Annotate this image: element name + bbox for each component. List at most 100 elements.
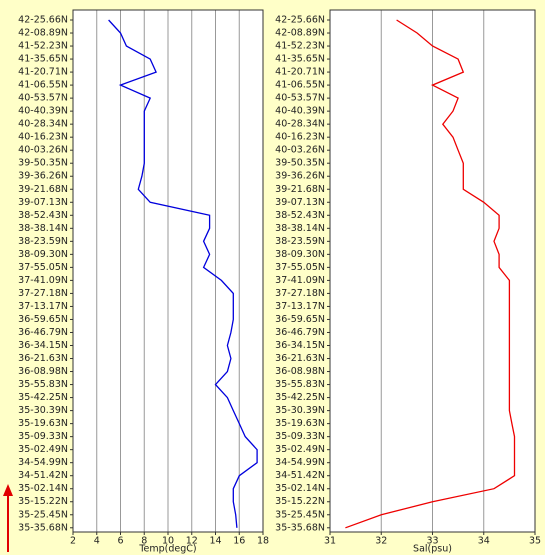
y-tick-label: 36-34.15N [275,340,325,351]
data-line [345,19,516,529]
y-tick-label: 35-42.25N [275,392,325,403]
y-tick-label: 34-51.42N [18,470,68,481]
y-tick-label: 41-52.23N [18,41,68,52]
x-tick-label: 33 [426,536,438,547]
y-tick-label: 40-53.57N [275,93,325,104]
y-tick-label: 41-35.65N [18,54,68,65]
y-tick-label: 35-35.68N [275,522,325,533]
y-tick-label: 35-19.63N [18,418,68,429]
y-tick-label: 37-27.18N [275,288,325,299]
y-tick-label: 40-03.26N [275,145,325,156]
y-tick-label: 35-30.39N [18,405,68,416]
y-tick-label: 40-03.26N [18,145,68,156]
y-tick-label: 41-20.71N [18,67,68,78]
x-tick-label: 10 [162,536,174,547]
y-tick-label: 34-54.99N [275,457,325,468]
y-tick-label: 34-54.99N [18,457,68,468]
data-line [108,19,258,528]
y-tick-label: 36-34.15N [18,340,68,351]
x-tick-label: 16 [233,536,245,547]
y-tick-label: 38-52.43N [275,210,325,221]
y-tick-label: 35-02.14N [18,483,68,494]
y-tick-label: 37-27.18N [18,288,68,299]
y-tick-label: 39-36.26N [275,171,325,182]
y-tick-label: 41-20.71N [275,67,325,78]
y-tick-label: 39-21.68N [18,184,68,195]
x-tick-label: 2 [70,536,76,547]
y-tick-label: 39-50.35N [275,158,325,169]
y-tick-label: 41-52.23N [275,41,325,52]
y-tick-label: 35-02.49N [18,444,68,455]
y-tick-label: 36-59.65N [275,314,325,325]
y-tick-label: 38-23.59N [18,236,68,247]
y-tick-label: 41-35.65N [275,54,325,65]
y-tick-label: 38-38.14N [275,223,325,234]
y-tick-label: 37-55.05N [18,262,68,273]
y-tick-label: 36-46.79N [275,327,325,338]
y-tick-label: 36-46.79N [18,327,68,338]
y-tick-label: 34-51.42N [275,470,325,481]
y-tick-label: 35-42.25N [18,392,68,403]
x-tick-label: 8 [141,536,147,547]
y-tick-label: 35-02.14N [275,483,325,494]
y-tick-label: 42-08.89N [18,28,68,39]
y-tick-label: 35-02.49N [275,444,325,455]
y-tick-label: 35-09.33N [275,431,325,442]
plot-frame [72,9,264,533]
plot-frame [329,9,536,533]
x-tick-label: 12 [186,536,198,547]
y-tick-label: 35-35.68N [18,522,68,533]
y-tick-label: 39-36.26N [18,171,68,182]
y-tick-label: 40-28.34N [18,119,68,130]
y-tick-label: 39-07.13N [18,197,68,208]
y-tick-label: 35-09.33N [18,431,68,442]
y-tick-label: 42-25.66N [18,15,68,26]
y-tick-label: 38-09.30N [18,249,68,260]
y-tick-label: 36-08.98N [275,366,325,377]
x-axis-label: Temp(degC) [138,544,196,555]
arrow-head [3,484,13,496]
y-tick-label: 37-41.09N [275,275,325,286]
y-tick-label: 37-41.09N [18,275,68,286]
y-tick-label: 35-30.39N [275,405,325,416]
y-tick-label: 37-13.17N [18,301,68,312]
y-tick-label: 39-50.35N [18,158,68,169]
y-tick-label: 38-52.43N [18,210,68,221]
x-tick-label: 35 [529,536,541,547]
y-tick-label: 40-40.39N [275,106,325,117]
y-tick-label: 40-53.57N [18,93,68,104]
x-tick-label: 34 [478,536,490,547]
y-tick-label: 36-21.63N [18,353,68,364]
y-tick-label: 36-59.65N [18,314,68,325]
x-tick-label: 4 [94,536,100,547]
y-tick-label: 39-07.13N [275,197,325,208]
y-tick-label: 41-06.55N [275,80,325,91]
x-tick-label: 18 [257,536,269,547]
y-tick-label: 35-55.83N [18,379,68,390]
y-tick-label: 35-25.45N [18,509,68,520]
y-tick-label: 37-55.05N [275,262,325,273]
y-tick-label: 42-08.89N [275,28,325,39]
y-tick-label: 35-55.83N [275,379,325,390]
y-tick-label: 41-06.55N [18,80,68,91]
y-tick-label: 38-09.30N [275,249,325,260]
x-tick-label: 14 [209,536,221,547]
y-tick-label: 35-25.45N [275,509,325,520]
x-tick-label: 6 [117,536,123,547]
y-tick-label: 35-15.22N [18,496,68,507]
y-tick-label: 40-16.23N [275,132,325,143]
y-tick-label: 36-08.98N [18,366,68,377]
x-tick-label: 32 [375,536,387,547]
y-tick-label: 40-28.34N [275,119,325,130]
y-tick-label: 35-19.63N [275,418,325,429]
x-axis-label: Sal(psu) [413,544,452,555]
y-tick-label: 40-16.23N [18,132,68,143]
x-tick-label: 31 [324,536,336,547]
y-tick-label: 38-38.14N [18,223,68,234]
y-tick-label: 35-15.22N [275,496,325,507]
y-tick-label: 42-25.66N [275,15,325,26]
y-tick-label: 36-21.63N [275,353,325,364]
y-tick-label: 39-21.68N [275,184,325,195]
y-tick-label: 40-40.39N [18,106,68,117]
